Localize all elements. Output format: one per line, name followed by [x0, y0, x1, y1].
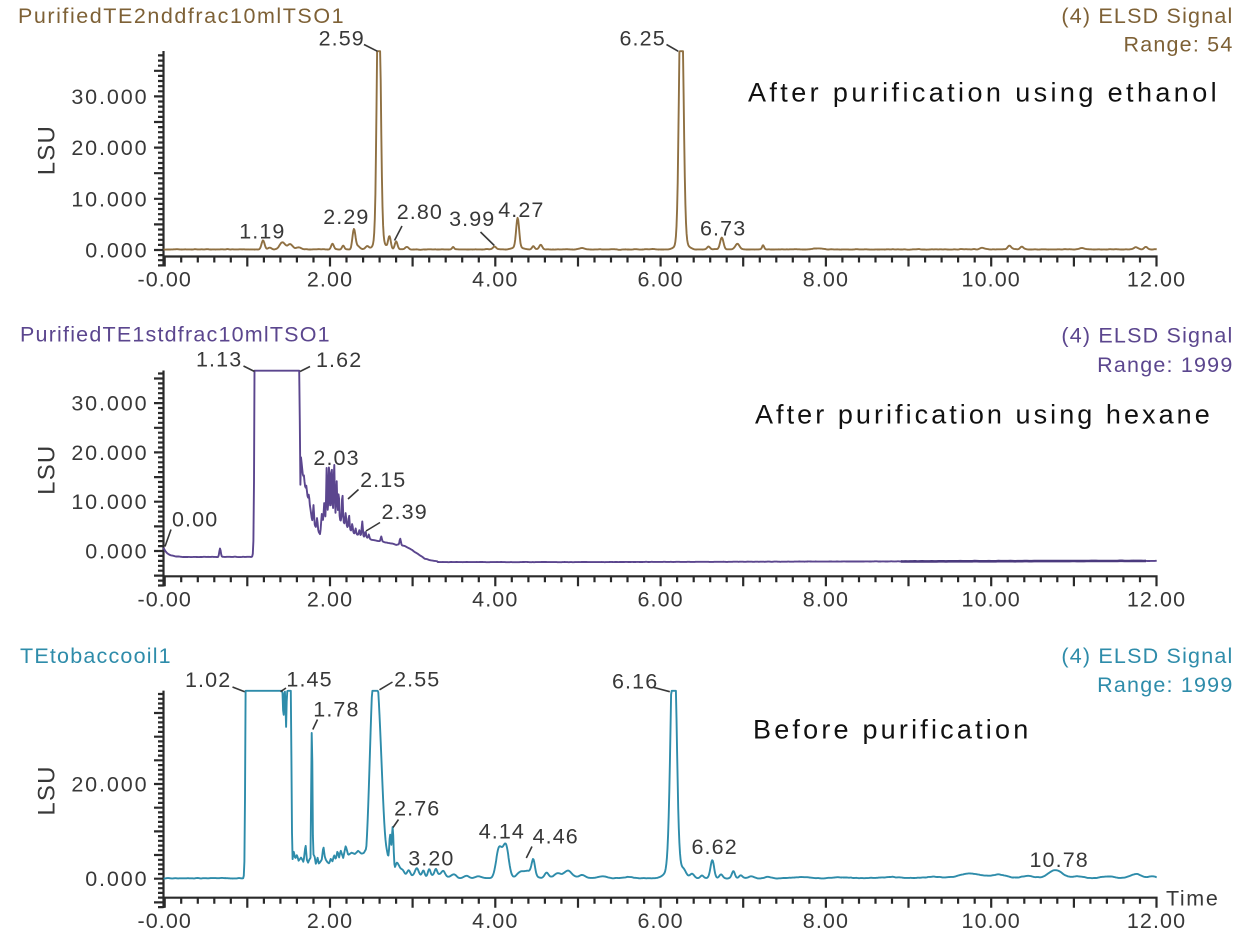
svg-text:3.99: 3.99 — [449, 207, 495, 231]
svg-text:TEtobaccooil1: TEtobaccooil1 — [20, 644, 172, 668]
svg-text:0.00: 0.00 — [172, 508, 218, 532]
svg-text:2.00: 2.00 — [307, 909, 353, 933]
svg-text:20.000: 20.000 — [71, 773, 148, 797]
svg-text:1.19: 1.19 — [239, 220, 285, 244]
svg-text:1.78: 1.78 — [313, 698, 359, 722]
svg-text:6.00: 6.00 — [637, 268, 683, 292]
svg-text:(4) ELSD Signal: (4) ELSD Signal — [1061, 324, 1233, 348]
svg-text:LSU: LSU — [34, 445, 61, 495]
svg-text:2.29: 2.29 — [323, 205, 369, 229]
svg-text:0.000: 0.000 — [85, 239, 148, 263]
svg-text:2.59: 2.59 — [319, 27, 365, 51]
svg-text:12.00: 12.00 — [1127, 587, 1186, 611]
svg-text:2.55: 2.55 — [394, 668, 440, 692]
svg-text:10.00: 10.00 — [962, 909, 1021, 933]
svg-text:Before purification: Before purification — [753, 715, 1031, 745]
svg-text:After purification using hexan: After purification using hexane — [755, 400, 1213, 430]
svg-text:1.62: 1.62 — [316, 348, 362, 372]
svg-text:PurifiedTE1stdfrac10mlTSO1: PurifiedTE1stdfrac10mlTSO1 — [20, 323, 331, 347]
svg-text:30.000: 30.000 — [71, 85, 148, 109]
svg-text:6.16: 6.16 — [612, 670, 658, 694]
svg-text:10.78: 10.78 — [1030, 848, 1089, 872]
svg-text:2.00: 2.00 — [307, 587, 353, 611]
svg-text:2.03: 2.03 — [313, 446, 359, 470]
svg-text:10.000: 10.000 — [71, 187, 148, 211]
svg-text:6.25: 6.25 — [620, 27, 666, 51]
svg-text:(4) ELSD Signal: (4) ELSD Signal — [1061, 644, 1233, 668]
svg-text:PurifiedTE2nddfrac10mlTSO1: PurifiedTE2nddfrac10mlTSO1 — [18, 4, 345, 28]
svg-text:12.00: 12.00 — [1127, 909, 1186, 933]
svg-text:2.39: 2.39 — [382, 500, 428, 524]
svg-text:20.000: 20.000 — [71, 441, 148, 465]
svg-text:6.73: 6.73 — [700, 217, 746, 241]
svg-text:LSU: LSU — [34, 125, 61, 175]
svg-text:3.20: 3.20 — [408, 847, 454, 871]
svg-text:6.62: 6.62 — [692, 835, 738, 859]
svg-text:0.000: 0.000 — [85, 540, 148, 564]
svg-text:10.00: 10.00 — [962, 587, 1021, 611]
svg-text:4.00: 4.00 — [472, 587, 518, 611]
svg-text:-0.00: -0.00 — [137, 587, 192, 611]
svg-text:2.00: 2.00 — [307, 268, 353, 292]
svg-text:4.14: 4.14 — [479, 820, 525, 844]
svg-text:8.00: 8.00 — [803, 587, 849, 611]
svg-text:(4) ELSD Signal: (4) ELSD Signal — [1061, 4, 1233, 28]
svg-text:LSU: LSU — [34, 765, 61, 815]
svg-text:2.80: 2.80 — [397, 200, 443, 224]
svg-text:2.15: 2.15 — [360, 468, 406, 492]
svg-text:Range: 54: Range: 54 — [1123, 33, 1233, 57]
svg-text:4.00: 4.00 — [472, 909, 518, 933]
svg-text:After purification using ethan: After purification using ethanol — [748, 78, 1220, 108]
svg-text:1.45: 1.45 — [286, 668, 332, 692]
svg-text:0.000: 0.000 — [85, 867, 148, 891]
svg-text:8.00: 8.00 — [803, 268, 849, 292]
svg-text:Time: Time — [1166, 887, 1219, 911]
svg-text:30.000: 30.000 — [71, 392, 148, 416]
svg-text:4.46: 4.46 — [533, 825, 579, 849]
svg-text:Range: 1999: Range: 1999 — [1097, 353, 1233, 377]
svg-text:-0.00: -0.00 — [137, 268, 192, 292]
svg-text:1.13: 1.13 — [196, 348, 242, 372]
svg-text:10.000: 10.000 — [71, 490, 148, 514]
svg-text:12.00: 12.00 — [1127, 268, 1186, 292]
svg-text:6.00: 6.00 — [637, 587, 683, 611]
svg-text:1.02: 1.02 — [185, 668, 231, 692]
svg-text:8.00: 8.00 — [803, 909, 849, 933]
svg-text:-0.00: -0.00 — [137, 909, 192, 933]
svg-text:Range: 1999: Range: 1999 — [1097, 673, 1233, 697]
svg-text:2.76: 2.76 — [394, 797, 440, 821]
svg-text:10.00: 10.00 — [962, 268, 1021, 292]
svg-text:4.27: 4.27 — [498, 198, 544, 222]
svg-text:4.00: 4.00 — [472, 268, 518, 292]
svg-text:6.00: 6.00 — [637, 909, 683, 933]
svg-text:20.000: 20.000 — [71, 136, 148, 160]
